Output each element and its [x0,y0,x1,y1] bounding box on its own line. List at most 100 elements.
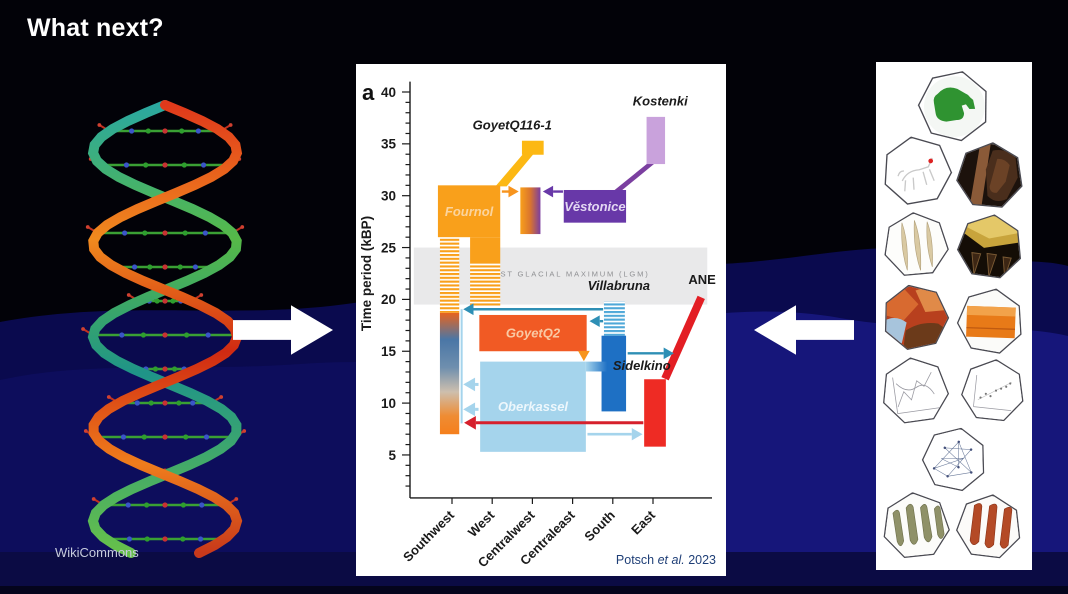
dna-atom [228,123,233,127]
dna-atom [162,264,168,270]
dna-atom [199,502,205,508]
chart-label: GoyetQ116-1 [473,117,552,132]
network-diagram [916,421,993,498]
y-tick-label: 10 [381,396,396,411]
bone-points [880,209,952,281]
fournol-main-label: Fournol [445,204,494,219]
bone-points-icon [882,211,950,279]
evidence-collage-panel [876,62,1032,570]
world-map-icon [912,64,996,148]
villabruna-to-ane-head [663,347,674,360]
dna-atom [134,400,140,406]
bone-artifact-icon [955,141,1025,211]
panel-label: a [362,80,375,105]
dna-atom [148,400,154,406]
dna-atom [126,536,133,542]
fournol-west-solid [470,237,501,264]
dna-atom [190,400,196,406]
dna-atom [176,400,182,406]
dna-atom [122,230,128,236]
oberkassel-to-sidelkino-head [631,428,643,441]
red-blades [952,490,1026,564]
dna-atom [85,225,90,229]
dna-atom [83,429,88,433]
fournol-to-centralwest-head [508,185,519,198]
chart-label: Sidelkino [613,358,671,373]
y-axis-title: Time period (kBP) [359,216,374,331]
goyetq2-down-head [578,350,590,362]
lgm-band [413,247,708,305]
bone-artifact [953,139,1027,213]
dna-atom [125,502,131,508]
dna-atom [195,128,201,134]
dna-atom [240,225,245,229]
oberkassel-villabruna-bridge [585,361,608,372]
y-tick-label: 35 [381,137,397,152]
x-tick-label: East [628,507,658,537]
dna-atom [180,536,186,542]
dna-atom [81,327,85,331]
world-map [910,62,997,149]
fournol-southwest-hatched [439,237,460,313]
population-timeline-figure: LAST GLACIAL MAXIMUM (LGM) Fournol Věstoni… [356,64,726,576]
dna-atom [242,429,247,433]
dna-atom [147,264,153,270]
southwest-admixture-column [439,312,460,435]
stone-blades-icon [880,490,951,561]
x-tick-label: Southwest [400,507,458,565]
dna-atom [162,332,168,338]
scatter-plot [958,356,1028,426]
x-tick-label: West [465,507,498,540]
sketch-plot [877,353,954,430]
dna-atom [219,395,224,399]
dna-atom [154,298,160,304]
lgm-label: LAST GLACIAL MAXIMUM (LGM) [488,270,650,279]
dna-atom [203,434,210,440]
sidelkino-box [644,379,666,447]
dna-atom [152,366,159,372]
y-tick-label: 5 [388,448,396,463]
dna-atom [129,128,135,134]
dna-atom [202,230,208,236]
dna-atom [162,230,168,236]
chart-label: ANE [688,272,716,287]
kostenki-vestonice-connector [614,163,655,191]
dna-atom [97,123,102,127]
sediment-scan [952,283,1030,361]
dna-atom [131,264,138,270]
dna-atom [141,434,147,440]
dna-atom [142,230,148,236]
dna-atom [126,293,131,297]
fournol-west-hatched [470,263,501,307]
page-title: What next? [27,14,164,42]
sketch-plot-icon [878,354,951,427]
animal-engraving [876,130,957,211]
dna-atom [106,395,111,399]
dna-atom [170,298,176,304]
dna-atom [197,536,204,542]
dna-atom [171,366,178,372]
dna-atom [183,332,190,338]
dna-atom [162,536,168,542]
stone-blades [879,489,954,564]
dna-atom [144,502,150,508]
dna-atom [145,128,151,134]
dna-atom [162,502,168,508]
chart-label: Kostenki [633,93,688,108]
vestonice-box-label: Věstonice [564,199,625,214]
dna-atom [162,128,168,134]
vestonice-to-centralwest-head [542,185,554,198]
dna-atom [205,332,211,338]
dna-strand-b [87,100,242,558]
vestonice-box [563,189,627,223]
dna-atom [91,497,96,501]
oberkassel-to-southwest-lower-head [463,402,476,417]
fournol-main [437,185,501,238]
y-tick-label: 20 [381,292,396,307]
y-tick-label: 40 [381,85,396,100]
villabruna-to-southwest-head [463,303,474,316]
goyetq2-box-label: GoyetQ2 [506,326,561,341]
dna-atom [162,434,168,440]
dna-atom [180,502,186,508]
villabruna-to-goyetq2-head [589,315,600,328]
